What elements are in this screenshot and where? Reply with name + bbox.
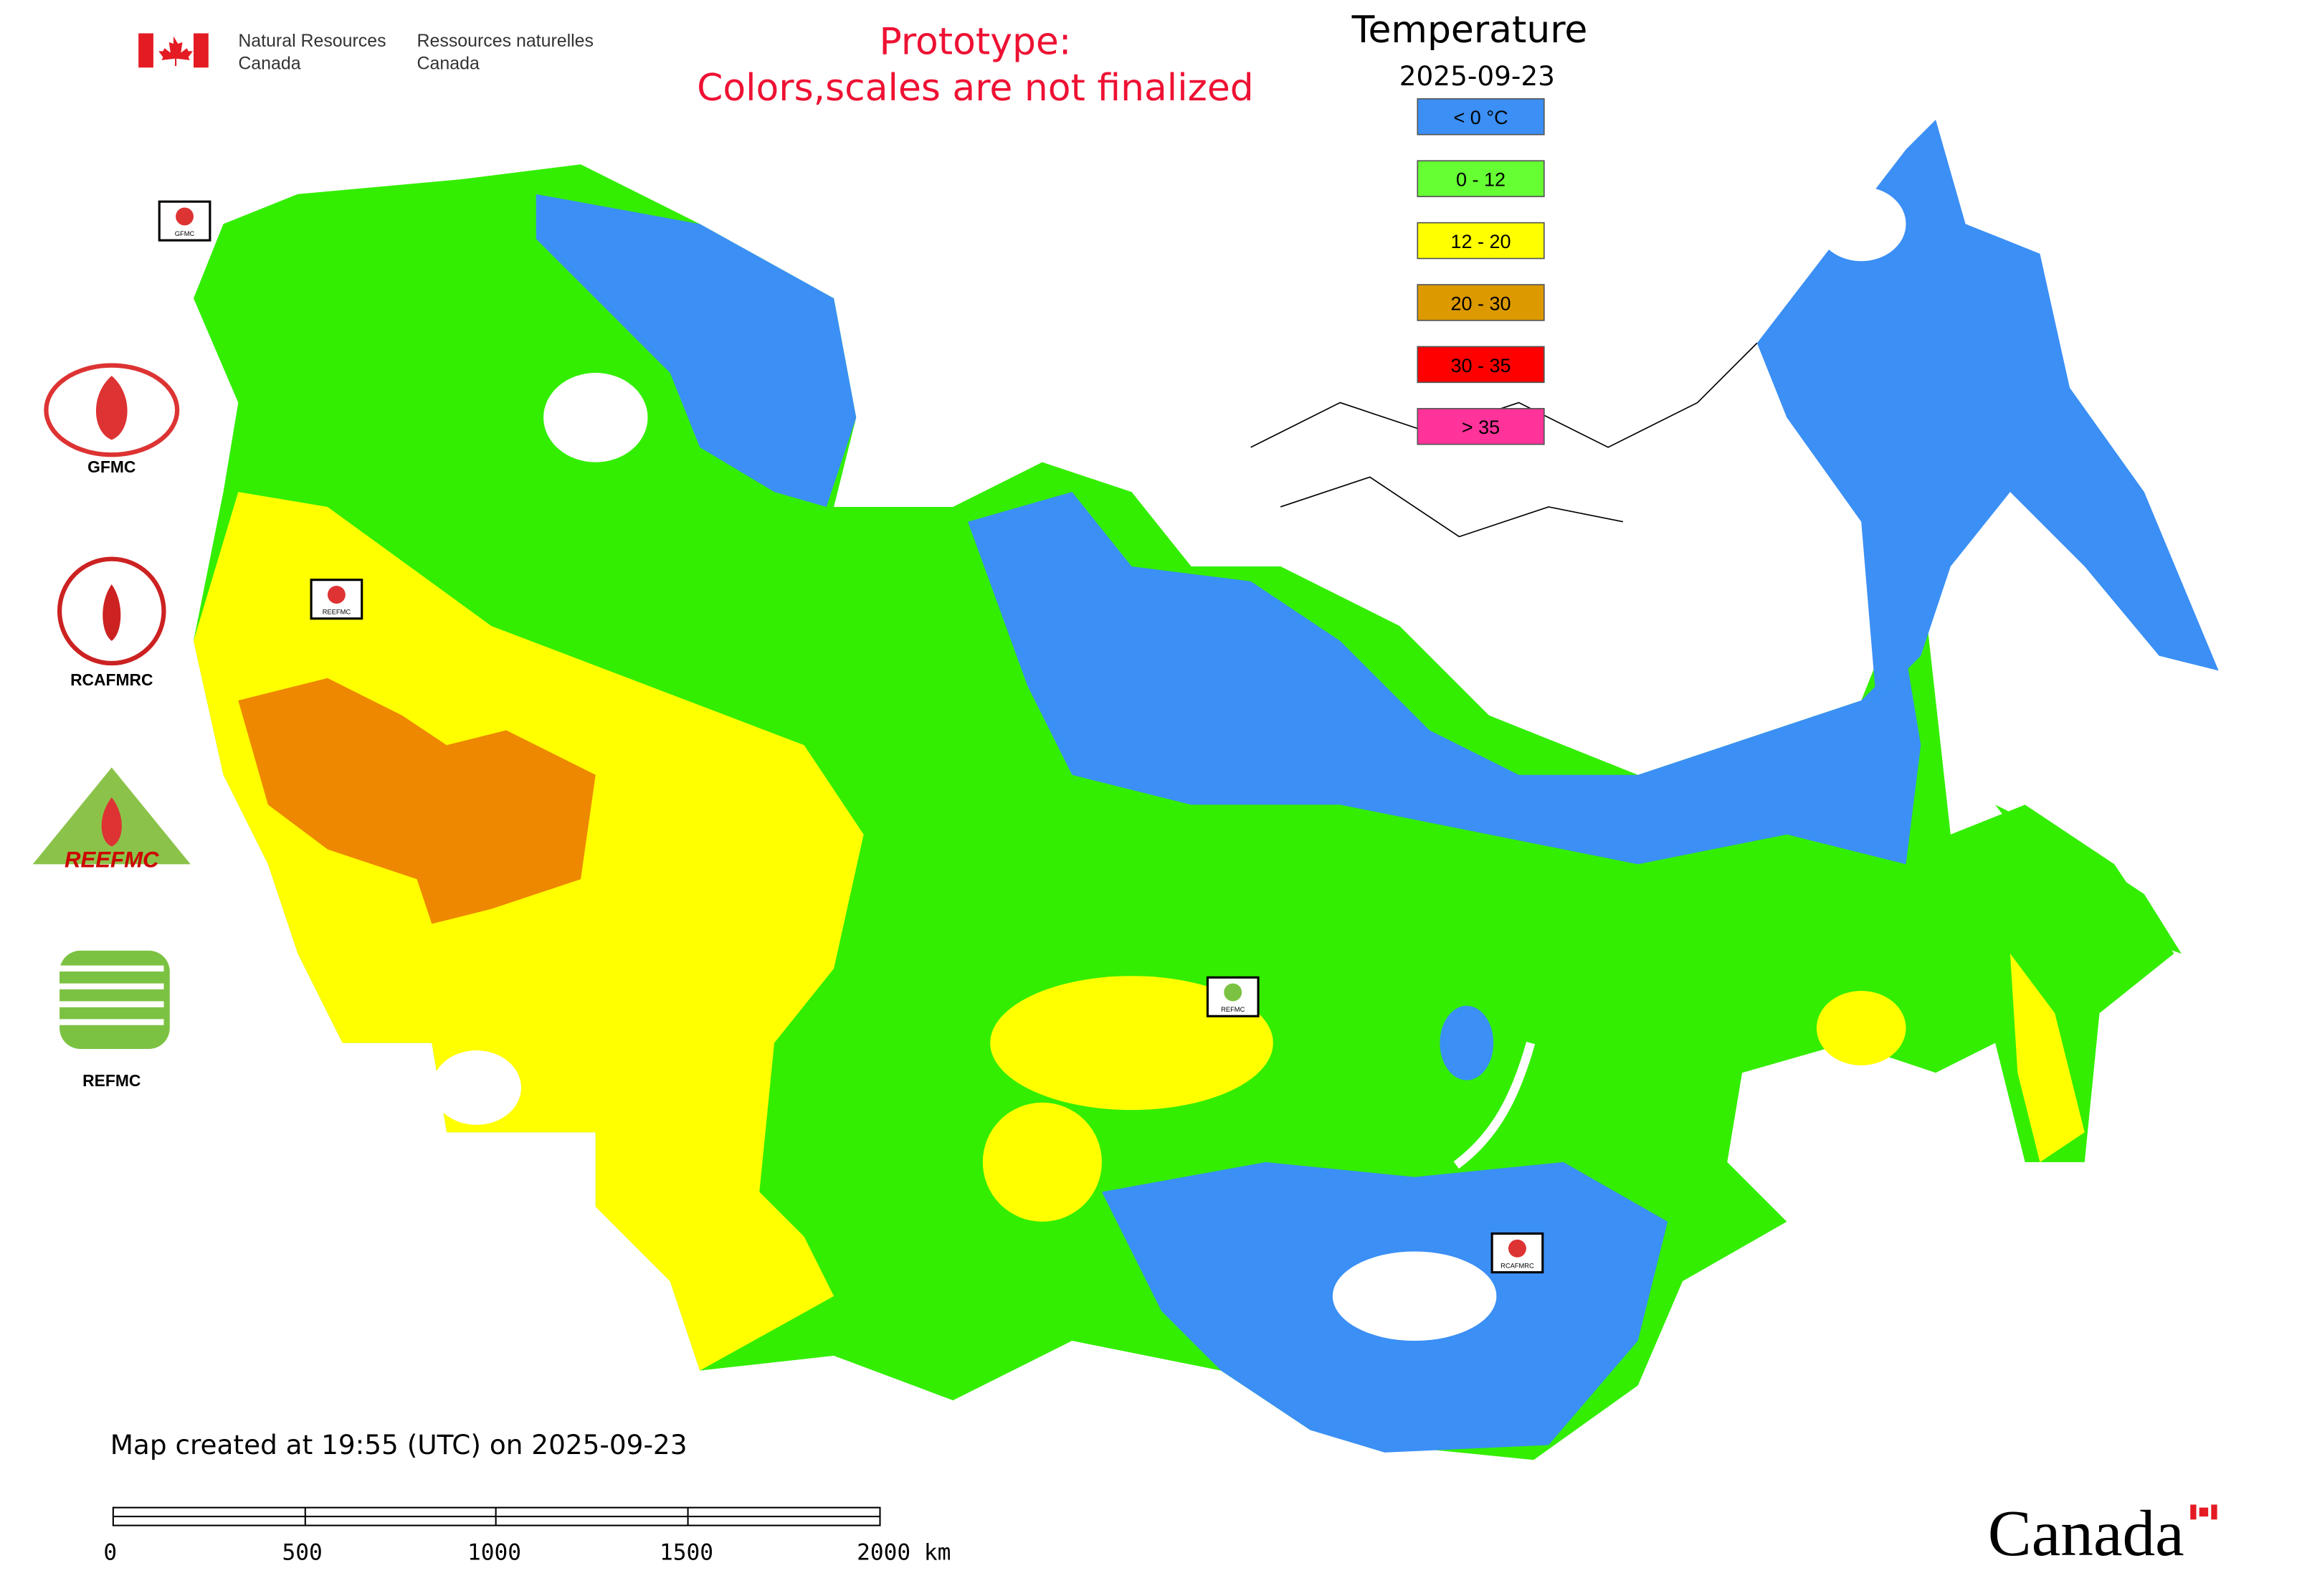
marker-label: REFMC: [1221, 1006, 1245, 1013]
logo-label: GFMC: [87, 457, 135, 476]
prototype-notice: Colors,scales are not finalized: [697, 67, 1254, 110]
legend-date: 2025-09-23: [1399, 60, 1555, 92]
marker-label: GFMC: [175, 230, 195, 237]
prototype-notice: Prototype:: [879, 21, 1071, 64]
marker-label: RCAFMRC: [1500, 1262, 1534, 1269]
canada-wordmark: Canada: [1988, 1497, 2184, 1569]
scale-label: 1000: [467, 1539, 521, 1565]
marker-icon: [327, 586, 346, 604]
legend-swatch: [1417, 284, 1545, 321]
logo-label: REFMC: [82, 1071, 141, 1090]
agency-fr: Ressources naturelles: [417, 31, 594, 51]
logo-label: RCAFMRC: [70, 670, 153, 689]
partner-logos: GFMC RCAFMRC REEFMC REFMC: [32, 363, 191, 1090]
scale-bar: [112, 1506, 881, 1526]
legend-title: Temperature: [1351, 9, 1588, 52]
legend-swatch: [1417, 346, 1545, 384]
scale-label: 1500: [660, 1539, 713, 1565]
marker-icon: [1224, 983, 1242, 1002]
map-created: Map created at 19:55 (UTC) on 2025-09-23: [110, 1429, 688, 1460]
marker-label: REEFMC: [323, 608, 351, 615]
scale-label: 2000 km: [857, 1539, 951, 1565]
agency-en: Natural Resources: [238, 31, 386, 51]
marker-icon: [1508, 1239, 1526, 1258]
agency-fr: Canada: [417, 53, 480, 73]
map-marker: GFMC: [158, 200, 211, 242]
legend-label: 20 - 30: [1451, 293, 1511, 314]
legend: Temperature 2025-09-23 < 0 °C 0 - 12 12 - …: [1351, 9, 1588, 445]
map-marker: RCAFMRC: [1490, 1232, 1544, 1274]
map-marker: REFMC: [1206, 976, 1260, 1017]
legend-label: 12 - 20: [1451, 231, 1511, 252]
legend-swatch: [1417, 160, 1545, 197]
scale-label: 0: [103, 1539, 117, 1565]
legend-swatch: [1417, 222, 1545, 260]
legend-label: 0 - 12: [1456, 169, 1506, 191]
legend-swatch: [1417, 408, 1545, 445]
logo-label: REEFMC: [65, 847, 159, 873]
map: [194, 119, 2219, 1460]
legend-label: 30 - 35: [1451, 355, 1511, 376]
legend-label: > 35: [1462, 417, 1500, 438]
legend-label: < 0 °C: [1454, 107, 1508, 128]
agency-en: Canada: [238, 53, 300, 73]
marker-icon: [176, 207, 194, 226]
map-marker: REEFMC: [310, 579, 363, 620]
legend-swatch: [1417, 98, 1545, 136]
scale-label: 500: [282, 1539, 323, 1565]
agency-header: Natural Resources Canada Ressources natu…: [138, 31, 594, 73]
